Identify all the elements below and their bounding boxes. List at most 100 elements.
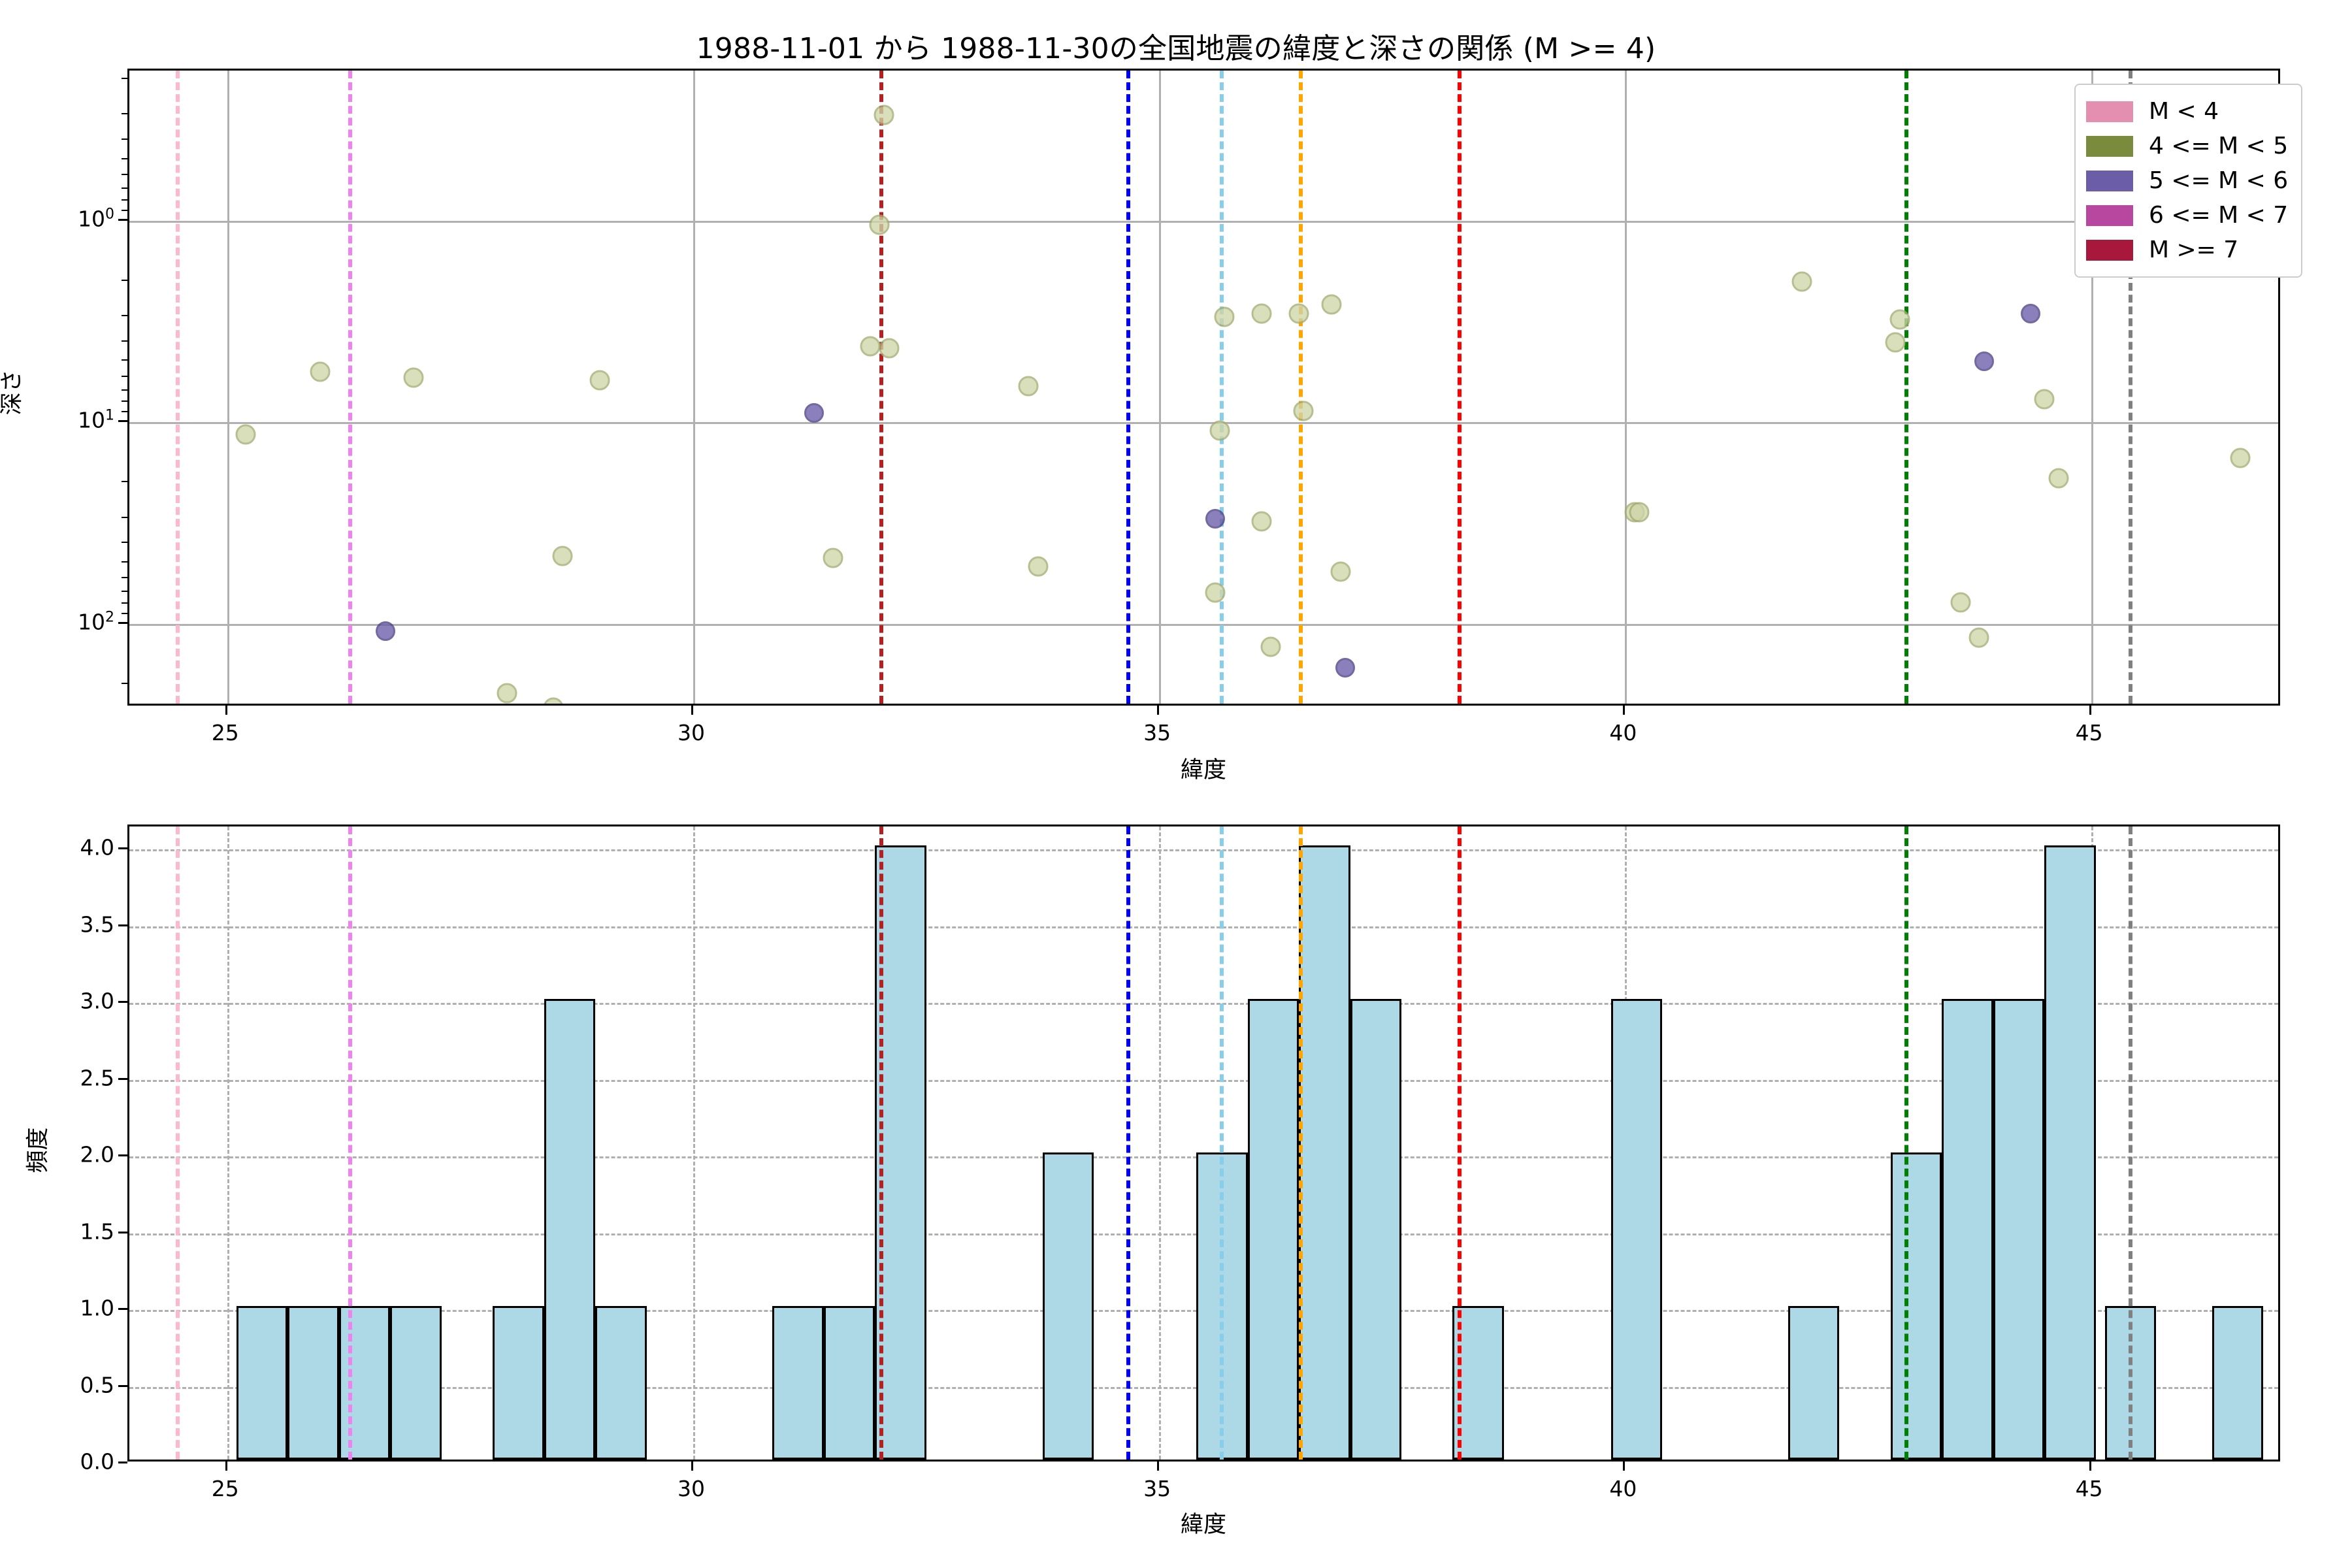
scatter-point bbox=[543, 697, 564, 704]
histogram-bar bbox=[493, 1306, 544, 1460]
scatter-y-minor-tick bbox=[122, 139, 127, 140]
scatter-point bbox=[1974, 351, 1994, 372]
histogram-y-tick bbox=[118, 1384, 127, 1387]
scatter-y-minor-tick bbox=[122, 682, 127, 684]
scatter-point bbox=[2230, 448, 2251, 468]
scatter-point bbox=[1293, 400, 1314, 421]
histogram-x-tick-label: 40 bbox=[1609, 1476, 1637, 1501]
scatter-point bbox=[1330, 561, 1351, 582]
histogram-bar bbox=[1350, 999, 1402, 1460]
scatter-gridline-horizontal bbox=[129, 220, 2278, 223]
scatter-gridline-vertical bbox=[693, 71, 695, 704]
scatter-y-minor-tick bbox=[122, 411, 127, 413]
histogram-plot-area bbox=[129, 826, 2278, 1460]
scatter-point bbox=[1214, 306, 1235, 327]
scatter-x-tick bbox=[691, 706, 693, 715]
scatter-point bbox=[1629, 502, 1650, 523]
scatter-vline-violet bbox=[348, 71, 353, 704]
scatter-x-tick-label: 35 bbox=[1143, 720, 1171, 745]
scatter-point bbox=[1018, 376, 1039, 397]
histogram-x-tick bbox=[2089, 1462, 2091, 1471]
scatter-y-minor-tick bbox=[122, 389, 127, 391]
histogram-y-tick bbox=[118, 847, 127, 850]
legend-label: 5 <= M < 6 bbox=[2149, 167, 2289, 194]
histogram-gridline-vertical bbox=[1159, 826, 1162, 1460]
scatter-point bbox=[1251, 303, 1272, 324]
histogram-bar bbox=[390, 1306, 442, 1460]
scatter-point bbox=[235, 424, 256, 445]
scatter-vline-orange bbox=[1299, 71, 1303, 704]
scatter-point bbox=[376, 621, 396, 642]
scatter-point bbox=[310, 361, 331, 382]
scatter-y-minor-tick bbox=[122, 375, 127, 377]
scatter-y-minor-tick bbox=[122, 209, 127, 211]
histogram-y-tick-label: 0.0 bbox=[80, 1448, 114, 1475]
scatter-plot-area bbox=[129, 71, 2278, 704]
scatter-gridline-vertical bbox=[2091, 71, 2093, 704]
scatter-point bbox=[804, 403, 825, 423]
histogram-x-tick-label: 35 bbox=[1143, 1476, 1171, 1501]
scatter-y-tick bbox=[118, 621, 127, 624]
scatter-point bbox=[1889, 309, 1910, 330]
histogram-x-tick bbox=[225, 1462, 227, 1471]
scatter-point bbox=[1288, 303, 1309, 324]
histogram-bar bbox=[287, 1306, 339, 1460]
histogram-x-tick-label: 30 bbox=[677, 1476, 705, 1501]
histogram-y-tick-label: 2.5 bbox=[80, 1065, 114, 1091]
scatter-point bbox=[1205, 508, 1225, 529]
histogram-x-tick-label: 45 bbox=[2075, 1476, 2103, 1501]
scatter-point bbox=[1251, 511, 1272, 532]
scatter-x-axis-label: 緯度 bbox=[1180, 757, 1227, 783]
histogram-y-axis-label: 頻度 bbox=[25, 1127, 52, 1173]
scatter-y-tick-label: 100 bbox=[78, 206, 114, 232]
scatter-vline-pink-light bbox=[176, 71, 180, 704]
scatter-y-tick bbox=[118, 420, 127, 423]
histogram-x-tick bbox=[1623, 1462, 1625, 1471]
scatter-y-minor-tick bbox=[122, 188, 127, 189]
scatter-y-minor-tick bbox=[122, 591, 127, 593]
scatter-y-minor-tick bbox=[122, 542, 127, 544]
histogram-vline-gray bbox=[2128, 826, 2132, 1460]
histogram-bar bbox=[1788, 1306, 1840, 1460]
scatter-point bbox=[1968, 627, 1989, 648]
histogram-y-tick bbox=[118, 1001, 127, 1004]
histogram-y-tick bbox=[118, 1308, 127, 1311]
histogram-bar bbox=[2212, 1306, 2264, 1460]
scatter-point bbox=[860, 336, 881, 357]
scatter-vline-gray bbox=[2128, 71, 2132, 704]
scatter-point bbox=[1791, 271, 1812, 292]
scatter-point bbox=[1209, 420, 1230, 441]
histogram-x-axis-label: 緯度 bbox=[1180, 1512, 1227, 1538]
scatter-y-minor-tick bbox=[122, 113, 127, 115]
histogram-y-tick bbox=[118, 1077, 127, 1080]
scatter-x-tick bbox=[1157, 706, 1160, 715]
legend-label: 6 <= M < 7 bbox=[2149, 202, 2289, 229]
scatter-y-minor-tick bbox=[122, 359, 127, 361]
histogram-bar bbox=[1299, 845, 1350, 1460]
scatter-y-minor-tick bbox=[122, 78, 127, 80]
scatter-y-minor-tick bbox=[122, 174, 127, 176]
histogram-vline-green bbox=[1904, 826, 1909, 1460]
scatter-y-minor-tick bbox=[122, 340, 127, 342]
histogram-x-tick bbox=[691, 1462, 693, 1471]
histogram-bar bbox=[1993, 999, 2045, 1460]
scatter-gridline-horizontal bbox=[129, 623, 2278, 626]
scatter-y-minor-tick bbox=[122, 400, 127, 402]
magnitude-legend: M < 4 4 <= M < 5 5 <= M < 6 6 <= M < 7 M >= … bbox=[2074, 84, 2303, 278]
scatter-gridline-vertical bbox=[227, 71, 229, 704]
histogram-bar bbox=[338, 1306, 391, 1460]
histogram-vline-skyblue bbox=[1219, 826, 1224, 1460]
scatter-y-minor-tick bbox=[122, 279, 127, 281]
scatter-y-axis-label: 深さ bbox=[0, 369, 25, 416]
scatter-x-tick-label: 25 bbox=[211, 720, 239, 745]
histogram-y-tick bbox=[118, 924, 127, 926]
scatter-point bbox=[1950, 592, 1971, 613]
histogram-y-tick-label: 2.0 bbox=[80, 1141, 114, 1168]
scatter-vline-blue bbox=[1126, 71, 1131, 704]
scatter-y-tick bbox=[118, 218, 127, 221]
histogram-gridline-horizontal bbox=[129, 849, 2278, 852]
histogram-bar bbox=[595, 1306, 647, 1460]
legend-item: 6 <= M < 7 bbox=[2086, 198, 2288, 233]
scatter-point bbox=[1205, 582, 1226, 603]
legend-color-swatch bbox=[2086, 101, 2133, 122]
